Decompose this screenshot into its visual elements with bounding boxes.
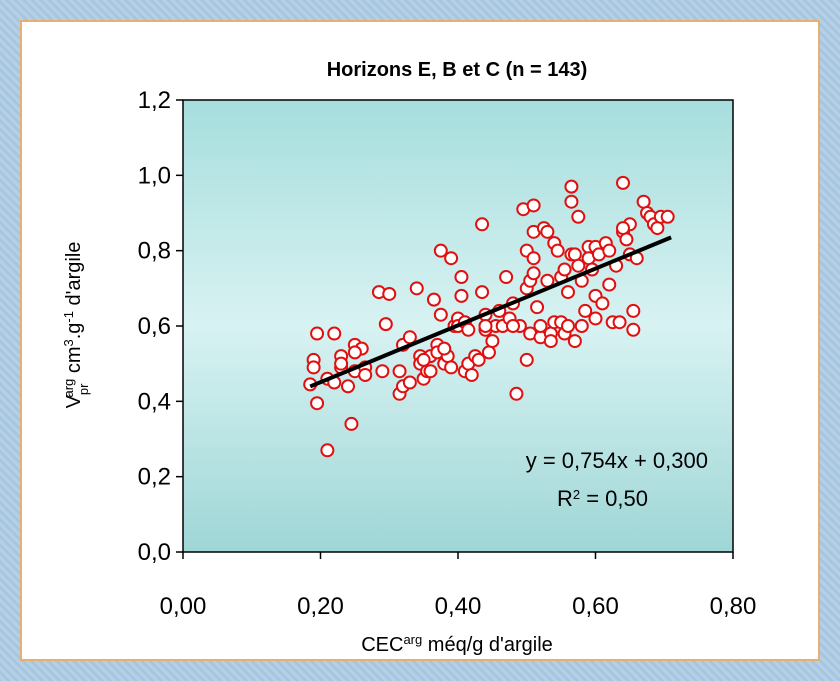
y-tick-label: 0,2 (138, 464, 171, 491)
data-point (344, 416, 359, 431)
data-point (433, 243, 448, 258)
data-point (444, 251, 459, 266)
data-point (437, 341, 452, 356)
data-point (650, 221, 665, 236)
data-point (306, 360, 321, 375)
data-point (526, 198, 541, 213)
data-point (478, 319, 493, 333)
y-tick-label: 0,8 (138, 238, 171, 265)
data-point (564, 194, 579, 209)
data-point (571, 258, 586, 273)
data-point (341, 379, 355, 394)
chart-title: Horizons E, B et C (n = 143) (327, 59, 588, 81)
data-point (499, 270, 514, 285)
data-point (578, 303, 593, 318)
x-axis-label: CECarg méq/g d'argile (361, 632, 553, 657)
data-point (602, 243, 617, 258)
marks-layer: 0,0 0,2 0,4 0,6 0,8 1,0 1,2 0,00 0,20 0,40 0,60 0,8… (138, 87, 757, 620)
data-point (423, 364, 438, 379)
data-point (519, 352, 534, 367)
data-point (433, 307, 448, 322)
data-point (561, 285, 575, 300)
data-point (626, 303, 641, 318)
data-point (612, 315, 627, 330)
data-point (382, 286, 397, 301)
data-point (506, 319, 520, 333)
data-point (334, 356, 349, 371)
data-point (481, 345, 496, 360)
data-point (310, 396, 325, 411)
data-point (526, 251, 541, 266)
x-tick-label: 0,80 (710, 593, 757, 620)
data-point (426, 292, 441, 307)
data-point (574, 319, 589, 333)
data-point (392, 364, 407, 379)
data-point (327, 326, 342, 341)
x-tick-label: 0,00 (160, 593, 207, 620)
y-tick-label: 0,6 (138, 313, 171, 340)
data-point (530, 300, 545, 315)
data-point (567, 334, 582, 349)
data-point (454, 270, 469, 285)
data-point (444, 360, 459, 375)
data-point (588, 311, 603, 326)
x-tick-label: 0,40 (435, 593, 482, 620)
data-point (561, 319, 575, 333)
data-point (616, 221, 630, 236)
data-point (416, 352, 431, 367)
trend-equation: y = 0,754x + 0,300 (526, 448, 708, 473)
data-point (526, 266, 541, 281)
trend-line (309, 235, 672, 389)
data-point (557, 262, 572, 277)
data-point (475, 217, 490, 232)
data-point (567, 247, 582, 262)
y-tick-label: 0,4 (138, 388, 171, 415)
data-point (358, 367, 373, 382)
data-point (540, 224, 555, 239)
r-squared-label: R2 = 0,50 (557, 486, 648, 511)
data-point (375, 364, 390, 379)
data-point (626, 322, 641, 337)
data-point (402, 375, 417, 390)
data-point (636, 194, 651, 209)
y-axis-label: Vprarg cm3.g-1 d'argile (61, 242, 91, 409)
data-point (619, 232, 634, 247)
data-point (602, 277, 617, 292)
data-point (485, 334, 500, 349)
data-point (616, 175, 630, 190)
data-point (454, 288, 469, 303)
data-point (595, 296, 610, 311)
data-point (347, 345, 362, 360)
data-point (464, 367, 479, 382)
y-tick-label: 1,2 (138, 87, 171, 114)
data-point (461, 322, 476, 337)
data-point (571, 209, 586, 224)
data-point (471, 352, 486, 367)
x-tick-label: 0,60 (572, 593, 619, 620)
data-point (564, 179, 579, 194)
data-point (550, 243, 565, 258)
data-point (475, 285, 490, 300)
data-point (378, 317, 393, 332)
y-tick-label: 0,0 (138, 539, 171, 566)
data-point (543, 334, 558, 349)
x-tick-label: 0,20 (297, 593, 344, 620)
data-point (320, 443, 335, 458)
y-tick-label: 1,0 (138, 162, 171, 189)
data-point (409, 281, 424, 296)
data-point (509, 386, 524, 401)
data-point (310, 326, 325, 341)
data-point (533, 319, 548, 333)
data-point (660, 209, 675, 224)
